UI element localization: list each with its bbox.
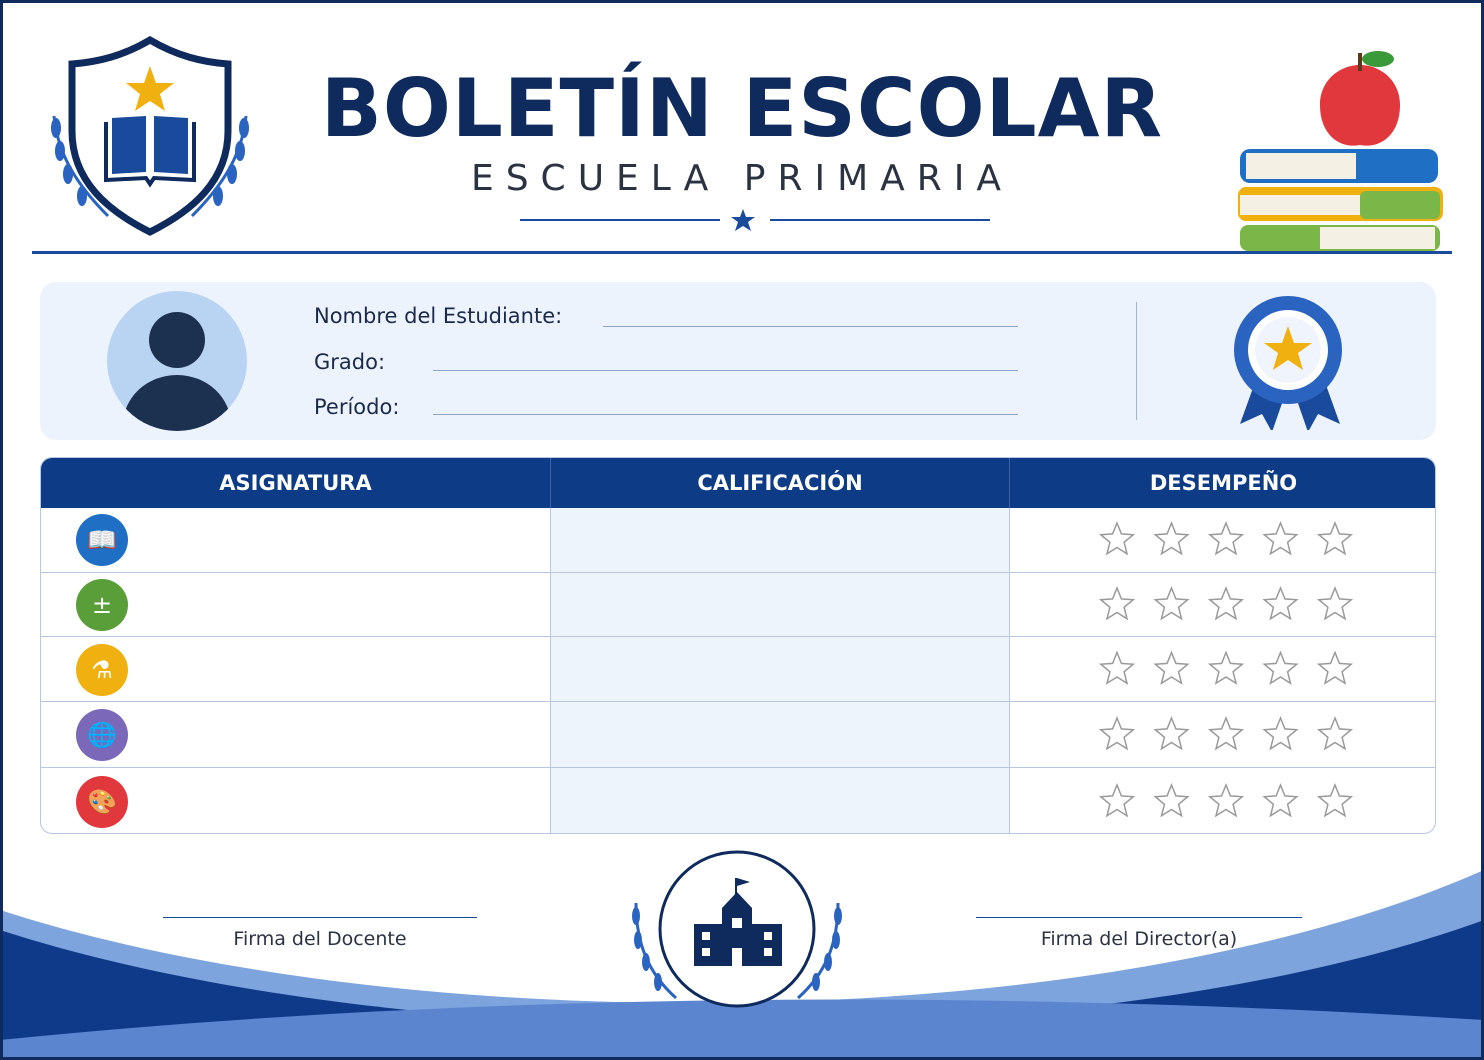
rating-star-icon[interactable] (1316, 520, 1354, 556)
rating-star-icon[interactable] (1316, 650, 1354, 685)
teacher-signature-label: Firma del Docente (233, 928, 407, 950)
header-grade: CALIFICACIÓN (550, 458, 1009, 508)
rating-star-icon[interactable] (1262, 782, 1299, 818)
school-building-emblem (632, 850, 842, 1008)
student-name-label: Nombre del Estudiante: (314, 304, 563, 328)
table-row: ± (41, 572, 1435, 636)
subject-cell[interactable]: ± (41, 573, 550, 636)
rating-star-icon[interactable] (1098, 782, 1136, 818)
school-shield-logo (51, 36, 249, 236)
director-signature-line[interactable] (976, 917, 1302, 918)
rating-star-icon[interactable] (1098, 585, 1136, 621)
grade-cell[interactable] (550, 702, 1009, 767)
footer-wave (0, 870, 1484, 1060)
rating-star-icon[interactable] (1207, 782, 1245, 818)
performance-cell (1009, 508, 1435, 572)
rating-star-icon[interactable] (1153, 650, 1190, 685)
performance-cell (1009, 768, 1435, 833)
rating-star-icon[interactable] (1262, 650, 1299, 685)
header-subject: ASIGNATURA (41, 458, 550, 508)
student-name-field[interactable] (603, 326, 1018, 327)
header-performance: DESEMPEÑO (1009, 458, 1435, 508)
table-row: ⚗ (41, 636, 1435, 701)
grade-field[interactable] (433, 370, 1018, 371)
rating-star-icon[interactable] (1316, 585, 1354, 621)
rating-star-icon[interactable] (1262, 585, 1299, 621)
subject-cell[interactable]: 🎨 (41, 768, 550, 833)
rating-star-icon[interactable] (1153, 520, 1190, 556)
rating-star-icon[interactable] (1207, 650, 1245, 685)
rating-star-icon[interactable] (1153, 715, 1190, 751)
student-info-panel: Nombre del Estudiante: Grado: Período: (40, 282, 1436, 440)
grade-cell[interactable] (550, 637, 1009, 701)
globe-icon: 🌐 (76, 709, 128, 761)
performance-cell (1009, 637, 1435, 701)
rating-star-icon[interactable] (1262, 715, 1299, 751)
rating-star-icon[interactable] (1098, 715, 1136, 751)
palette-icon: 🎨 (76, 776, 128, 828)
subject-cell[interactable]: ⚗ (41, 637, 550, 701)
grade-label: Grado: (314, 350, 386, 374)
rating-star-icon[interactable] (1316, 715, 1354, 751)
rating-star-icon[interactable] (1098, 650, 1136, 685)
performance-cell (1009, 573, 1435, 636)
subject-cell[interactable]: 📖 (41, 508, 550, 572)
rating-star-icon[interactable] (1207, 520, 1245, 556)
table-row: 🌐 (41, 701, 1435, 767)
grades-table: ASIGNATURA CALIFICACIÓN DESEMPEÑO 📖 ± ⚗ … (40, 457, 1436, 834)
award-ribbon-icon (1234, 296, 1342, 430)
rating-star-icon[interactable] (1262, 520, 1299, 556)
flask-icon: ⚗ (76, 643, 128, 696)
page-subtitle: ESCUELA PRIMARIA (470, 158, 1014, 199)
table-row: 🎨 (41, 767, 1435, 833)
period-field[interactable] (433, 414, 1018, 415)
rating-star-icon[interactable] (1207, 715, 1245, 751)
page-title: BOLETÍN ESCOLAR (320, 62, 1164, 155)
rating-star-icon[interactable] (1153, 585, 1190, 621)
book-icon: 📖 (76, 514, 128, 566)
books-apple-illustration (1238, 51, 1443, 251)
teacher-signature-line[interactable] (163, 917, 477, 918)
info-divider (1136, 302, 1137, 420)
math-operations-icon: ± (76, 579, 128, 631)
rating-star-icon[interactable] (1153, 782, 1190, 818)
rating-star-icon[interactable] (1316, 782, 1354, 818)
table-row: 📖 (41, 508, 1435, 572)
director-signature-label: Firma del Director(a) (1040, 928, 1238, 950)
header-divider (32, 251, 1452, 254)
rating-star-icon[interactable] (1207, 585, 1245, 621)
subject-cell[interactable]: 🌐 (41, 702, 550, 767)
grade-cell[interactable] (550, 768, 1009, 833)
performance-cell (1009, 702, 1435, 767)
period-label: Período: (314, 395, 400, 419)
grade-cell[interactable] (550, 508, 1009, 572)
student-avatar-icon (107, 291, 247, 431)
rating-star-icon[interactable] (1098, 520, 1136, 556)
title-divider-star (520, 209, 990, 231)
grade-cell[interactable] (550, 573, 1009, 636)
